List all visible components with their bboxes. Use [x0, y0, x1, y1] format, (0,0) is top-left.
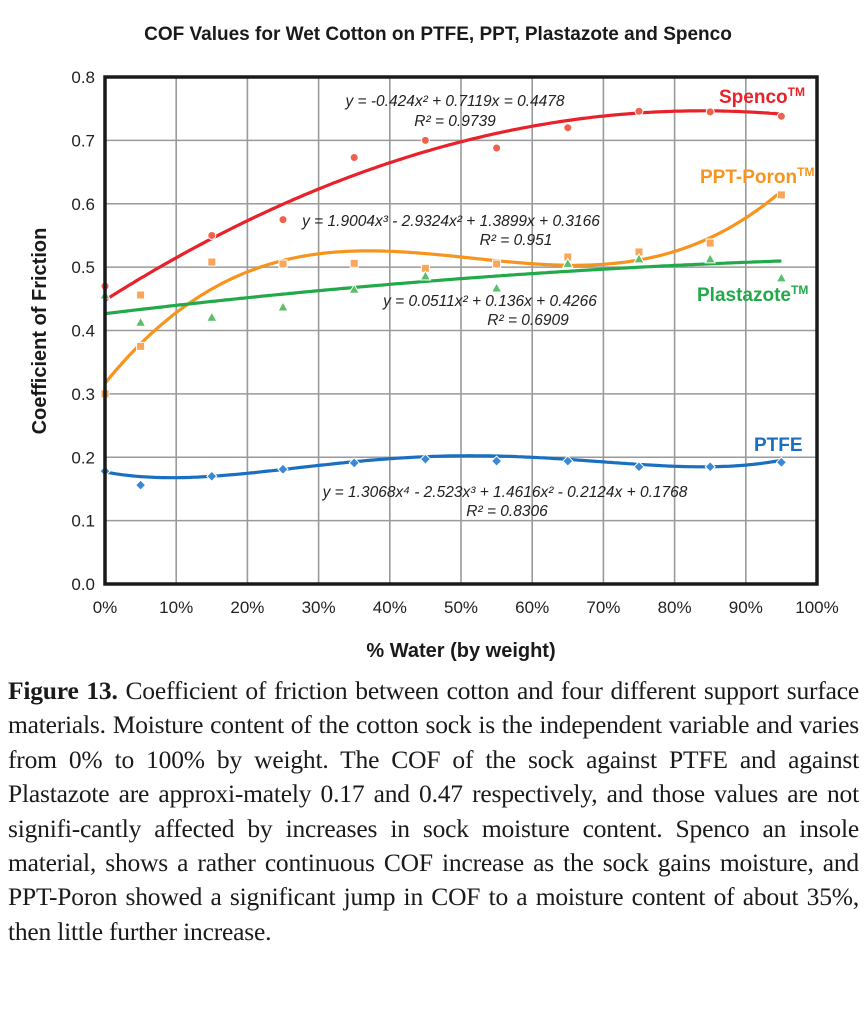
plastazote-point [561, 257, 574, 268]
plastazote-equation: y = 0.0511x² + 0.136x + 0.4266 [382, 293, 597, 310]
spenco-point [705, 107, 715, 117]
x-tick-label: 60% [515, 598, 549, 617]
ptfe-point [490, 455, 503, 467]
plastazote-point [704, 252, 717, 264]
ppt-r2: R² = 0.951 [480, 232, 553, 249]
x-tick-label: 0% [93, 598, 118, 617]
x-tick-label: 90% [729, 598, 763, 617]
spenco-label: SpencoTM [719, 85, 805, 108]
plastazote-point [205, 311, 218, 322]
spenco-point [278, 215, 288, 225]
plastazote-point [775, 271, 788, 283]
spenco-point [563, 123, 573, 133]
caption-label: Figure 13. [8, 676, 118, 705]
y-tick-labels: 0.0 0.1 0.2 0.3 0.4 0.5 0.6 0.7 0.8 [71, 68, 95, 594]
ppt-poron-point [278, 259, 288, 269]
spenco-point [207, 230, 217, 240]
plastazote-r2: R² = 0.6909 [487, 312, 569, 329]
plastazote-point [277, 301, 289, 312]
y-axis-label: Coefficient of Friction [29, 228, 51, 435]
spenco-point [634, 106, 644, 116]
ppt-poron-point [136, 341, 146, 351]
caption-text: Coefficient of friction between cotton a… [8, 676, 859, 946]
spenco-point [349, 152, 359, 162]
ptfe-equation: y = 1.3068x⁴ - 2.523x³ + 1.4616x² - 0.21… [322, 484, 688, 501]
y-tick-label: 0.0 [71, 575, 95, 594]
x-tick-label: 20% [230, 598, 264, 617]
y-tick-label: 0.1 [71, 512, 95, 531]
ptfe-point [562, 455, 574, 467]
y-tick-label: 0.3 [71, 385, 95, 404]
ptfe-point [206, 470, 218, 482]
ptfe-point [775, 456, 788, 469]
plastazote-point [348, 283, 361, 294]
y-tick-label: 0.2 [71, 448, 95, 467]
spenco-point [420, 135, 430, 145]
x-tick-label: 70% [586, 598, 620, 617]
ptfe-label: PTFE [754, 435, 803, 456]
ppt-poron-trendline [103, 189, 783, 385]
chart-title: COF Values for Wet Cotton on PTFE, PPT, … [144, 24, 732, 45]
plastazote-point [490, 282, 503, 293]
gridlines [104, 76, 818, 585]
spenco-r2: R² = 0.9739 [414, 113, 496, 130]
x-tick-label: 100% [795, 598, 838, 617]
ppt-poron-point [705, 238, 715, 248]
ptfe-point [704, 461, 716, 473]
ptfe-r2: R² = 0.8306 [466, 503, 548, 520]
ptfe-point [348, 457, 360, 469]
x-tick-label: 40% [373, 598, 407, 617]
ptfe-trendline [104, 454, 782, 480]
spenco-point [776, 111, 786, 121]
y-tick-label: 0.5 [71, 258, 95, 277]
x-tick-label: 10% [159, 598, 193, 617]
x-tick-labels: 0% 10% 20% 30% 40% 50% 60% 70% 80% 90% 100% [93, 598, 839, 617]
ppt-poron-label: PPT-PoronTM [700, 165, 814, 188]
x-axis-label: % Water (by weight) [366, 640, 555, 662]
ppt-poron-point [492, 259, 502, 269]
x-tick-label: 30% [302, 598, 336, 617]
ppt-poron-point [207, 257, 217, 267]
trendlines [103, 109, 783, 480]
data-markers [99, 106, 788, 491]
y-tick-label: 0.7 [71, 131, 95, 150]
plastazote-label: PlastazoteTM [697, 283, 808, 306]
spenco-point [492, 143, 502, 153]
cof-chart: COF Values for Wet Cotton on PTFE, PPT, … [29, 24, 839, 662]
ppt-poron-point [776, 190, 786, 200]
ptfe-point [134, 479, 147, 491]
ptfe-point [277, 463, 289, 475]
ptfe-point [633, 461, 645, 473]
ppt-equation: y = 1.9004x³ - 2.9324x² + 1.3899x + 0.31… [301, 213, 600, 230]
ppt-poron-point [349, 258, 359, 268]
ppt-poron-point [136, 290, 146, 300]
y-tick-label: 0.6 [71, 195, 95, 214]
plastazote-point [134, 316, 147, 327]
ptfe-point [419, 453, 432, 465]
plastazote-trendline [104, 259, 782, 316]
x-tick-label: 80% [658, 598, 692, 617]
spenco-trendline [104, 109, 782, 302]
y-tick-label: 0.8 [71, 68, 95, 87]
plastazote-point [633, 252, 645, 264]
y-tick-label: 0.4 [71, 322, 95, 341]
plastazote-point [419, 269, 432, 281]
x-tick-label: 50% [444, 598, 478, 617]
figure-caption: Figure 13. Coefficient of friction betwe… [8, 674, 859, 949]
plot-frame [103, 75, 819, 586]
spenco-equation: y = -0.424x² + 0.7119x = 0.4478 [344, 93, 564, 110]
